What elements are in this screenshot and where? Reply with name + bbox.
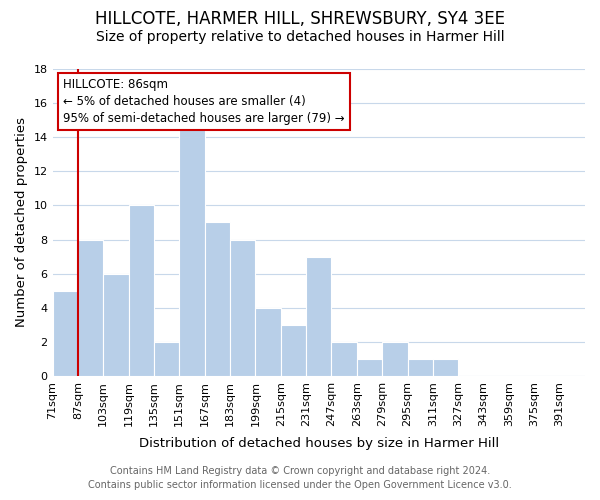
Bar	[128, 206, 154, 376]
Bar	[357, 359, 382, 376]
Bar	[230, 240, 256, 376]
Bar	[205, 222, 230, 376]
Bar	[256, 308, 281, 376]
Bar	[78, 240, 103, 376]
Text: HILLCOTE: 86sqm
← 5% of detached houses are smaller (4)
95% of semi-detached hou: HILLCOTE: 86sqm ← 5% of detached houses …	[63, 78, 345, 125]
Bar	[103, 274, 128, 376]
Bar	[53, 290, 78, 376]
Bar	[154, 342, 179, 376]
Bar	[281, 325, 306, 376]
Text: Size of property relative to detached houses in Harmer Hill: Size of property relative to detached ho…	[95, 30, 505, 44]
Text: Contains HM Land Registry data © Crown copyright and database right 2024.
Contai: Contains HM Land Registry data © Crown c…	[88, 466, 512, 490]
Bar	[407, 359, 433, 376]
Bar	[382, 342, 407, 376]
Text: HILLCOTE, HARMER HILL, SHREWSBURY, SY4 3EE: HILLCOTE, HARMER HILL, SHREWSBURY, SY4 3…	[95, 10, 505, 28]
Bar	[306, 256, 331, 376]
Bar	[331, 342, 357, 376]
X-axis label: Distribution of detached houses by size in Harmer Hill: Distribution of detached houses by size …	[139, 437, 499, 450]
Y-axis label: Number of detached properties: Number of detached properties	[15, 118, 28, 328]
Bar	[433, 359, 458, 376]
Bar	[179, 120, 205, 376]
